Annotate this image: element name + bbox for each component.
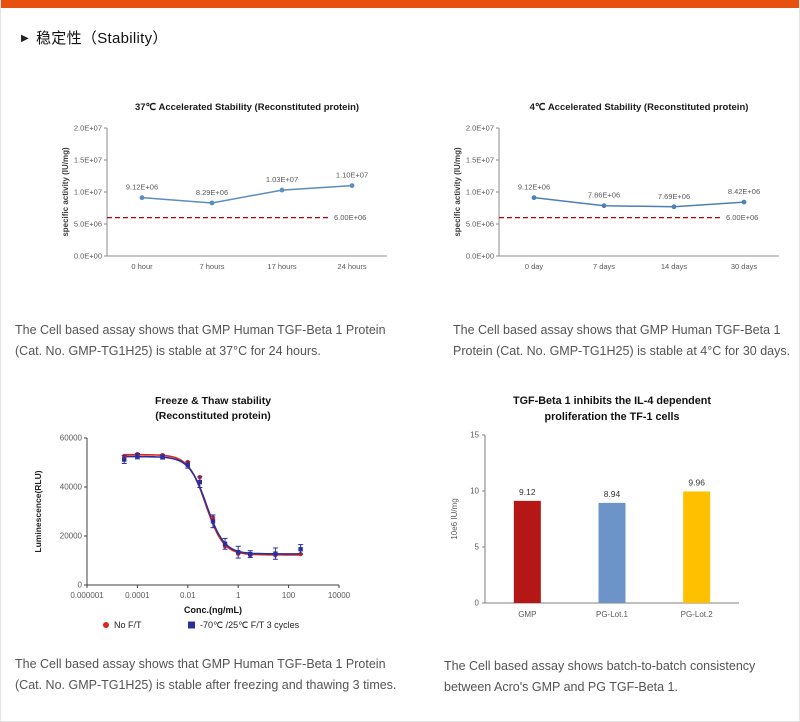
caption-37c-stability: The Cell based assay shows that GMP Huma… [15,323,386,358]
svg-text:20000: 20000 [60,532,83,541]
svg-text:17 hours: 17 hours [267,262,296,271]
svg-text:GMP: GMP [518,610,536,619]
section-title: 稳定性（Stability） [36,30,168,47]
svg-text:1.03E+07: 1.03E+07 [266,175,298,184]
svg-text:6.00E+06: 6.00E+06 [334,213,366,222]
svg-text:5.0E+06: 5.0E+06 [466,220,494,229]
svg-text:0.000001: 0.000001 [70,591,104,600]
svg-text:0 day: 0 day [525,262,544,271]
svg-text:7 hours: 7 hours [199,262,224,271]
svg-text:1.10E+07: 1.10E+07 [336,171,368,180]
svg-text:1.0E+07: 1.0E+07 [74,188,102,197]
svg-text:4℃ Accelerated Stability (Rec: 4℃ Accelerated Stability (Reconstituted … [530,102,749,113]
svg-text:9.12E+06: 9.12E+06 [518,183,550,192]
svg-text:0.0E+00: 0.0E+00 [466,252,494,261]
svg-text:7 days: 7 days [593,262,615,271]
svg-text:9.12E+06: 9.12E+06 [126,183,158,192]
svg-text:2.0E+07: 2.0E+07 [74,124,102,133]
top-accent-bar [1,0,799,8]
svg-text:Freeze & Thaw stability: Freeze & Thaw stability [155,395,271,407]
svg-text:5.0E+06: 5.0E+06 [74,220,102,229]
chart-batch-consistency: TGF-Beta 1 inhibits the IL-4 dependent pr… [439,388,789,636]
svg-text:Luminescence(RLU): Luminescence(RLU) [33,470,43,552]
chart-4c-stability: 4℃ Accelerated Stability (Reconstituted … [451,96,791,286]
svg-text:0: 0 [475,599,480,608]
svg-text:2.0E+07: 2.0E+07 [466,124,494,133]
svg-text:100: 100 [282,591,296,600]
section-header: ▶ 稳定性（Stability） [21,27,168,48]
svg-text:0 hour: 0 hour [131,262,153,271]
svg-text:40000: 40000 [60,483,83,492]
svg-text:1: 1 [236,591,241,600]
svg-text:14 days: 14 days [661,262,688,271]
caption-freeze-thaw: The Cell based assay shows that GMP Huma… [15,657,397,692]
caption-4c-stability: The Cell based assay shows that GMP Huma… [453,323,791,358]
svg-text:0.0E+00: 0.0E+00 [74,252,102,261]
svg-text:10: 10 [470,487,479,496]
caption-batch-consistency: The Cell based assay shows batch-to-batc… [444,659,756,694]
section-bullet-icon: ▶ [21,33,29,44]
svg-text:30 days: 30 days [731,262,758,271]
svg-text:No F/T: No F/T [114,620,142,630]
svg-text:60000: 60000 [60,434,83,443]
svg-text:8.42E+06: 8.42E+06 [728,187,760,196]
svg-text:PG-Lot.1: PG-Lot.1 [596,610,629,619]
svg-text:8.29E+06: 8.29E+06 [196,188,228,197]
svg-text:1.5E+07: 1.5E+07 [466,156,494,165]
svg-text:proliferation the TF-1 cells: proliferation the TF-1 cells [545,411,680,423]
svg-text:0.0001: 0.0001 [125,591,150,600]
svg-text:TGF-Beta 1 inhibits the IL-4: TGF-Beta 1 inhibits the IL-4 dependent [513,395,711,407]
svg-text:0: 0 [78,581,83,590]
svg-text:1.0E+07: 1.0E+07 [466,188,494,197]
svg-text:7.69E+06: 7.69E+06 [658,192,690,201]
svg-text:specific activity (IU/mg): specific activity (IU/mg) [453,147,462,237]
svg-text:9.96: 9.96 [688,477,705,487]
svg-text:37℃ Accelerated Stability (Re: 37℃ Accelerated Stability (Reconstituted… [135,102,359,113]
svg-text:-70℃ /25℃ F/T 3 cycles: -70℃ /25℃ F/T 3 cycles [200,620,300,630]
svg-text:10000: 10000 [328,591,351,600]
svg-text:9.12: 9.12 [519,487,536,497]
svg-text:PG-Lot.2: PG-Lot.2 [681,610,714,619]
svg-text:1.5E+07: 1.5E+07 [74,156,102,165]
svg-text:15: 15 [470,431,479,440]
svg-text:5: 5 [475,543,480,552]
svg-text:(Reconstituted protein): (Reconstituted protein) [155,410,271,422]
svg-text:24 hours: 24 hours [337,262,366,271]
svg-text:6.00E+06: 6.00E+06 [726,213,758,222]
chart-37c-stability: 37℃ Accelerated Stability (Reconstituted… [59,96,399,286]
svg-text:10e6 IU/mg: 10e6 IU/mg [450,498,459,539]
svg-text:7.86E+06: 7.86E+06 [588,191,620,200]
chart-freeze-thaw: Freeze & Thaw stability (Reconstituted pr… [29,390,369,648]
svg-text:Conc.(ng/mL): Conc.(ng/mL) [184,605,242,615]
svg-text:specific activity (IU/mg): specific activity (IU/mg) [61,147,70,237]
svg-text:8.94: 8.94 [604,489,621,499]
svg-text:0.01: 0.01 [180,591,196,600]
